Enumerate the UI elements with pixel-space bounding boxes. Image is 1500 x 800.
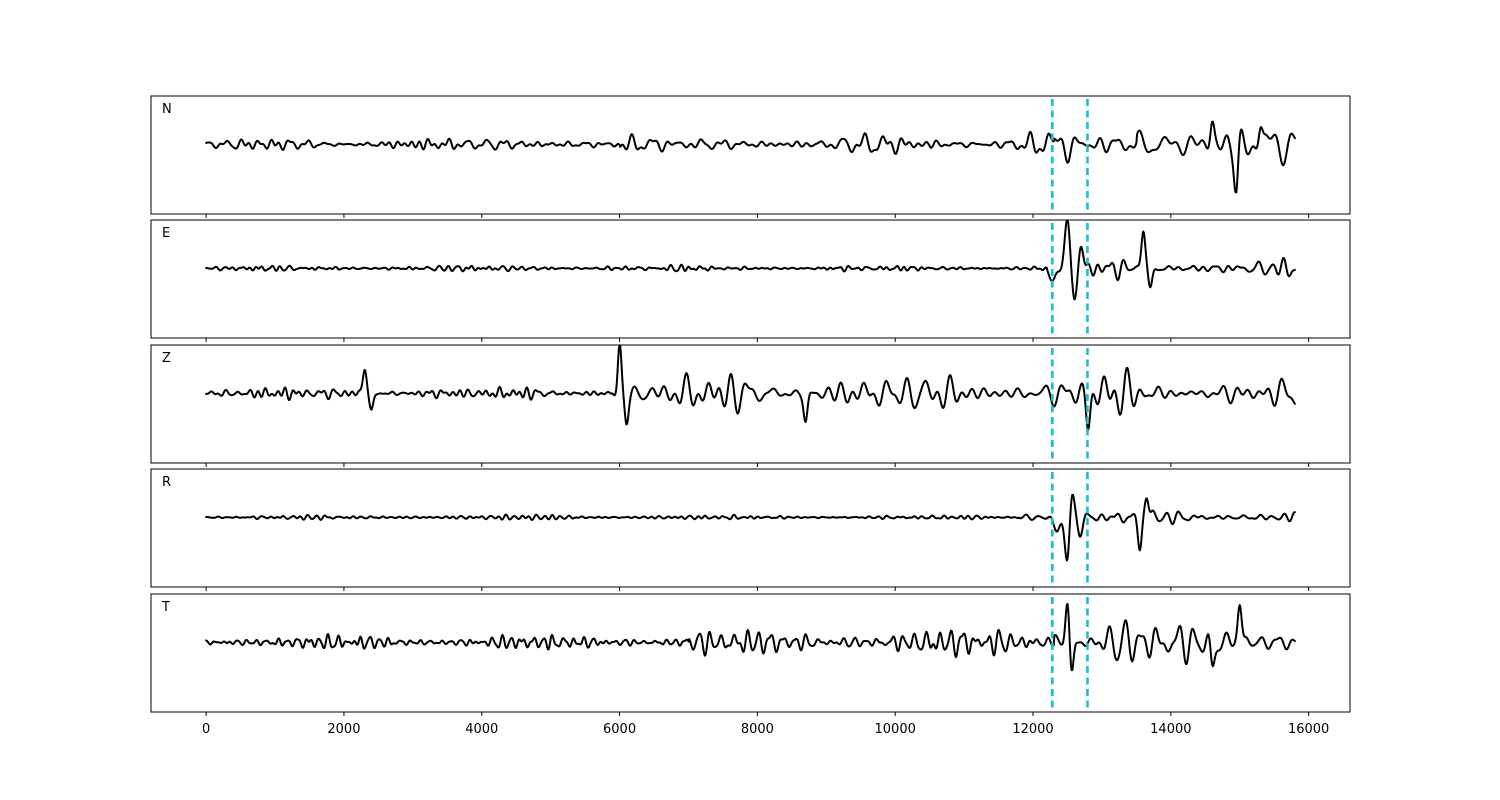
- x-tick-label: 12000: [1012, 722, 1053, 737]
- panel-n: N: [150, 95, 1351, 218]
- x-tick-label: 8000: [741, 722, 774, 737]
- x-tick-label: 0: [202, 722, 210, 737]
- panel-z: Z: [150, 344, 1351, 467]
- waveform-trace: [205, 602, 1296, 672]
- x-tick-label: 10000: [875, 722, 916, 737]
- waveform-trace: [205, 344, 1296, 431]
- panel-frame: [150, 468, 1351, 588]
- x-tick-label: 2000: [327, 722, 360, 737]
- panel-label: T: [161, 600, 170, 615]
- waveform-trace: [205, 219, 1296, 301]
- panel-label: Z: [162, 351, 171, 366]
- x-tick-label: 4000: [465, 722, 498, 737]
- x-tick-label: 6000: [603, 722, 636, 737]
- panel-frame: [150, 344, 1351, 464]
- panel-label: N: [162, 102, 172, 117]
- panel-e: E: [150, 219, 1351, 342]
- panel-r: R: [150, 468, 1351, 591]
- waveform-trace: [205, 120, 1296, 194]
- panel-label: R: [162, 475, 171, 490]
- x-tick-label: 16000: [1288, 722, 1329, 737]
- panel-t: T: [150, 593, 1351, 716]
- panel-frame: [150, 219, 1351, 339]
- waveform-trace: [205, 493, 1296, 562]
- panel-frame: [150, 95, 1351, 215]
- x-tick-label: 14000: [1150, 722, 1191, 737]
- panel-label: E: [162, 226, 170, 241]
- panel-frame: [150, 593, 1351, 713]
